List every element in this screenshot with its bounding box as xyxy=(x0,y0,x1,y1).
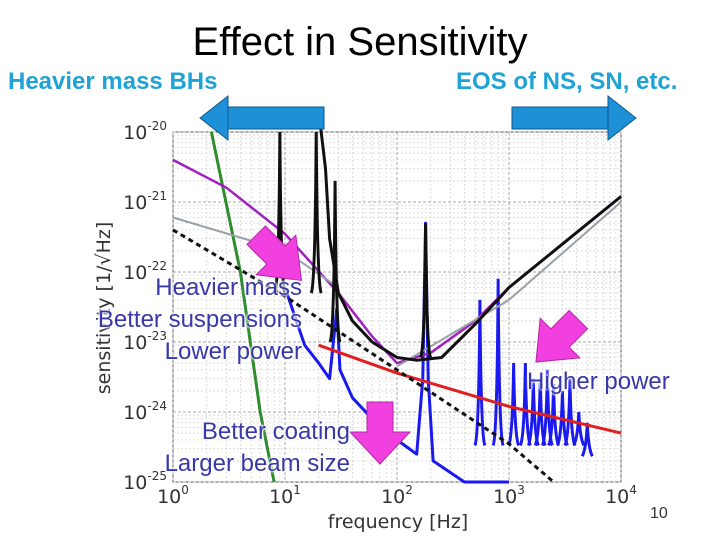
series-line-quantum-low-power- xyxy=(318,343,622,435)
series-line-newtonian xyxy=(172,228,555,484)
x-tick-label: 102 xyxy=(381,483,413,508)
right-blue-arrow xyxy=(511,94,637,142)
y-tick-label: 10-25 xyxy=(123,469,167,494)
slide-title: Effect in Sensitivity xyxy=(192,20,528,64)
x-tick-label: 103 xyxy=(493,483,525,508)
resonance-peak xyxy=(556,390,569,447)
arrows xyxy=(199,94,637,465)
eos-label: EOS of NS, SN, etc. xyxy=(456,68,678,95)
resonance-peak xyxy=(491,278,505,447)
y-tick-label: 10-24 xyxy=(123,399,167,424)
annotation-line: Lower power xyxy=(164,338,302,365)
resonance-peak xyxy=(563,378,577,447)
y-tick-label: 10-21 xyxy=(123,189,167,214)
page-number: 10 xyxy=(650,505,668,522)
y-tick-label: 10-20 xyxy=(123,119,167,144)
resonance-peak xyxy=(309,131,323,294)
mass-magenta-arrow xyxy=(246,225,303,282)
y-axis-label: sensitivity [1/√Hz] xyxy=(93,222,115,394)
mass-annotation: Heavier mass Better suspensions Lower po… xyxy=(98,272,302,368)
resonance-peak xyxy=(580,422,594,457)
x-tick-label: 101 xyxy=(269,483,301,508)
y-tick-label: 10-22 xyxy=(123,259,167,284)
x-tick-label: 104 xyxy=(605,483,637,508)
y-tick-label: 10-23 xyxy=(123,329,167,354)
resonance-peak xyxy=(518,363,532,447)
series-line-total xyxy=(317,110,622,362)
annotation-line: Better suspensions xyxy=(97,306,302,333)
annotation-line: Heavier mass xyxy=(155,274,302,301)
series-line-shot-noise xyxy=(396,201,622,368)
heavier-mass-bhs-label: Heavier mass BHs xyxy=(8,68,218,95)
resonance-peak xyxy=(507,363,521,447)
power-annotation: Higher power xyxy=(527,366,670,398)
resonance-peak xyxy=(572,411,586,447)
resonance-peak xyxy=(419,223,433,359)
x-axis-label: frequency [Hz] xyxy=(328,511,468,533)
coating-magenta-arrow xyxy=(348,401,412,465)
resonance-peak xyxy=(473,299,487,447)
series-line-seismic xyxy=(209,131,276,483)
annotation-line: Higher power xyxy=(527,368,670,395)
power-magenta-arrow xyxy=(535,309,589,363)
annotation-line: Larger beam size xyxy=(164,450,350,477)
resonance-peak xyxy=(547,384,560,447)
x-tick-label: 100 xyxy=(157,483,189,508)
coating-annotation: Better coating Larger beam size xyxy=(165,416,350,480)
annotation-line: Better coating xyxy=(201,418,350,445)
resonance-peak xyxy=(328,180,342,343)
left-blue-arrow xyxy=(199,94,325,142)
